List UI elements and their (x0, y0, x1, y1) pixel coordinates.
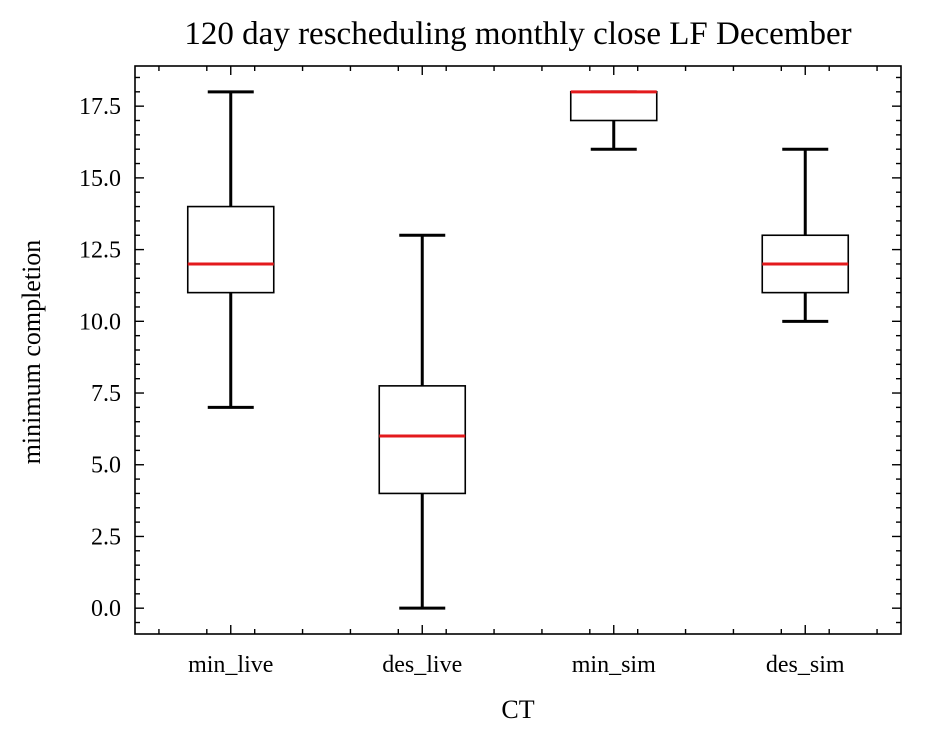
x-tick-label: min_sim (572, 652, 656, 678)
x-tick-label: min_live (188, 652, 273, 678)
x-tick-label: des_live (382, 652, 462, 678)
y-tick-label: 12.5 (79, 238, 121, 264)
y-tick-label: 5.0 (91, 453, 121, 479)
iqr-box (569, 91, 658, 122)
y-axis-label: minimum completion (17, 240, 46, 465)
y-tick-label: 15.0 (79, 166, 121, 192)
iqr-box (378, 385, 467, 495)
plot-frame (134, 65, 902, 635)
y-tick-label: 2.5 (91, 524, 121, 550)
y-tick-label: 10.0 (79, 309, 121, 335)
plot-area: 0.0 2.5 5.0 7.5 10.0 12.5 15.0 17.5 min_live des_… (79, 65, 902, 678)
y-tick-label: 17.5 (79, 94, 121, 120)
x-axis-label: CT (501, 695, 534, 724)
y-tick-label: 0.0 (91, 596, 121, 622)
x-tick-label: des_sim (766, 652, 845, 678)
iqr-box (186, 205, 275, 294)
chart-title: 120 day rescheduling monthly close LF De… (184, 16, 851, 52)
y-tick-label: 7.5 (91, 381, 121, 407)
